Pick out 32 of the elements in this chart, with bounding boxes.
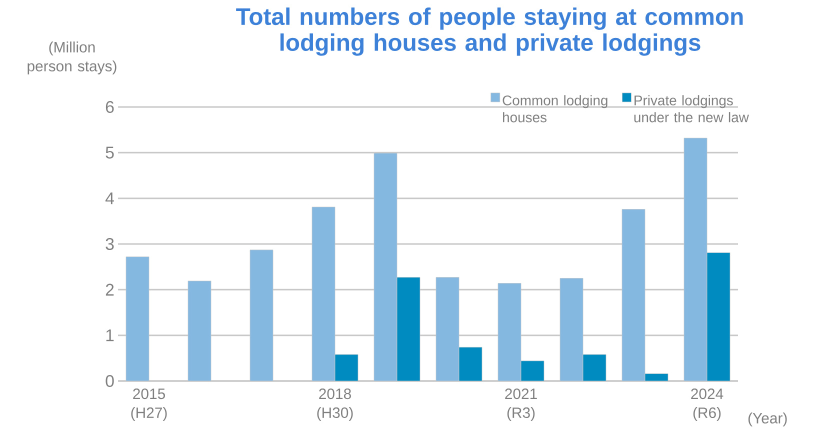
bar: [520, 360, 544, 381]
bar: [622, 209, 646, 381]
y-tick-label: 3: [106, 238, 114, 250]
bar: [188, 280, 212, 381]
legend-label: Common lodging houses: [502, 95, 608, 122]
x-tick-label: 2024 (R6): [691, 388, 724, 421]
chart-title: Total numbers of people staying at common lodging houses and private lodgings: [236, 8, 743, 56]
x-tick-label: 2021 (R3): [505, 388, 537, 421]
x-axis-title: (Year): [748, 412, 787, 426]
bar: [396, 277, 420, 381]
bar: [706, 252, 730, 381]
bar: [436, 277, 460, 381]
bar: [374, 152, 398, 381]
bar: [126, 256, 150, 381]
x-tick-label: 2018 (H30): [317, 388, 353, 421]
bar: [560, 278, 584, 381]
y-tick-label: 6: [106, 100, 114, 113]
bar: [458, 346, 482, 381]
bar: [498, 283, 522, 381]
legend-label: Private lodgings under the new law: [634, 95, 749, 122]
y-tick-label: 1: [106, 329, 114, 342]
bar: [250, 250, 274, 381]
bar: [582, 354, 606, 381]
y-tick-label: 4: [105, 192, 114, 204]
y-tick-label: 0: [106, 374, 114, 387]
y-tick-label: 5: [106, 146, 114, 159]
bar: [334, 354, 358, 381]
y-axis-title: (Million person stays): [28, 42, 116, 74]
bar: [684, 138, 708, 381]
x-tick-label: 2015 (H27): [131, 388, 167, 421]
y-tick-label: 2: [106, 284, 114, 296]
bar: [312, 206, 336, 381]
